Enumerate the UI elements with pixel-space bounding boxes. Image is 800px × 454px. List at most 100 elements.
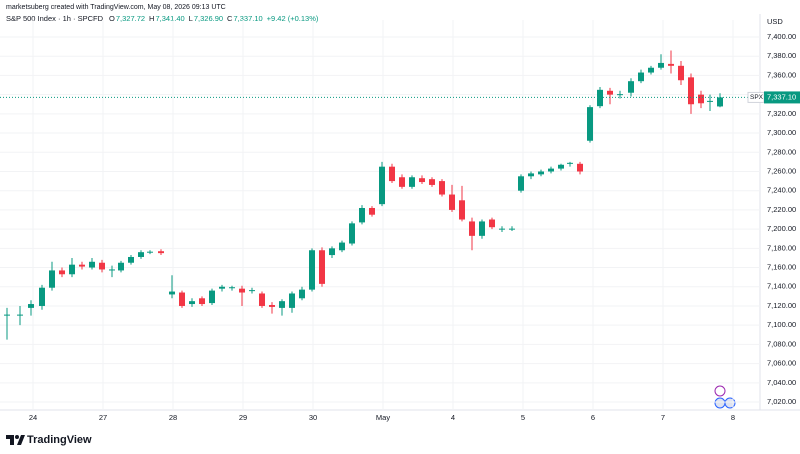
y-tick-label: 7,240.00 xyxy=(767,186,796,195)
candle-body xyxy=(4,314,10,316)
candle-body xyxy=(688,77,694,105)
candle-body xyxy=(707,100,713,102)
y-tick-label: 7,080.00 xyxy=(767,339,796,348)
price-box xyxy=(764,91,800,104)
chart-title: S&P 500 Index · 1h · SPCFD xyxy=(6,14,104,23)
symbol-label: SPX xyxy=(750,94,764,101)
candle-body xyxy=(499,228,505,230)
candle-body xyxy=(658,62,664,68)
candle-body xyxy=(138,252,144,257)
candle-body xyxy=(469,221,475,236)
candle-body xyxy=(309,250,315,290)
y-tick-label: 7,360.00 xyxy=(767,70,796,79)
candle-body xyxy=(489,219,495,228)
logo: TradingView xyxy=(6,434,92,446)
candle-body xyxy=(229,287,235,289)
candle-body xyxy=(678,65,684,81)
logo-mark xyxy=(15,435,19,439)
candle-body xyxy=(509,228,515,230)
legend-value: 7,326.90 xyxy=(194,14,223,23)
legend-value: 7,327.72 xyxy=(116,14,145,23)
candle-body xyxy=(429,179,435,185)
candle-body xyxy=(459,200,465,220)
candle-body xyxy=(518,176,524,191)
y-tick-label: 7,300.00 xyxy=(767,128,796,137)
candle-body xyxy=(698,94,704,104)
y-tick-label: 7,180.00 xyxy=(767,243,796,252)
legend-value: 7,341.40 xyxy=(155,14,184,23)
candle-body xyxy=(269,305,275,307)
candle-body xyxy=(59,270,65,275)
candle-body xyxy=(389,166,395,182)
candle-body xyxy=(249,290,255,292)
candle-body xyxy=(567,162,573,164)
branding: TradingView xyxy=(27,434,92,446)
logo-mark xyxy=(10,435,14,445)
candle-body xyxy=(439,181,445,195)
candle-body xyxy=(128,256,134,263)
legend-label: C xyxy=(227,14,233,23)
logo-mark xyxy=(17,435,25,445)
candle-body xyxy=(668,63,674,66)
x-tick-label: 30 xyxy=(309,413,317,422)
candle-body xyxy=(179,292,185,306)
candle-body xyxy=(109,269,115,271)
legend-change: +9.42 (+0.13%) xyxy=(267,14,319,23)
candle-body xyxy=(369,207,375,215)
y-tick-label: 7,400.00 xyxy=(767,32,796,41)
candle-body xyxy=(259,293,265,306)
candle-body xyxy=(39,287,45,306)
candle-body xyxy=(239,288,245,293)
y-tick-label: 7,200.00 xyxy=(767,224,796,233)
candle-body xyxy=(89,261,95,268)
candle-body xyxy=(449,194,455,210)
candle-body xyxy=(199,298,205,305)
y-tick-label: 7,220.00 xyxy=(767,205,796,214)
x-tick-label: 29 xyxy=(239,413,247,422)
candle-body xyxy=(79,264,85,267)
candle-body xyxy=(409,177,415,187)
candle-body xyxy=(617,94,623,96)
candle-body xyxy=(209,290,215,304)
candle-body xyxy=(289,293,295,308)
candle-body xyxy=(587,107,593,141)
candle-body xyxy=(628,81,634,93)
y-tick-label: 7,100.00 xyxy=(767,320,796,329)
candle-body xyxy=(329,248,335,256)
y-unit: USD xyxy=(767,17,783,26)
y-tick-label: 7,060.00 xyxy=(767,359,796,368)
candle-body xyxy=(299,289,305,299)
legend-value: 7,337.10 xyxy=(233,14,262,23)
x-tick-label: 8 xyxy=(731,413,735,422)
candle-body xyxy=(419,178,425,183)
candle-body xyxy=(597,89,603,107)
x-tick-label: 24 xyxy=(29,413,37,422)
x-tick-label: 6 xyxy=(591,413,595,422)
candle-body xyxy=(28,304,34,308)
last-price-label: 7,337.10 xyxy=(767,92,796,101)
candle-body xyxy=(49,270,55,288)
candle-body xyxy=(349,223,355,244)
y-tick-label: 7,380.00 xyxy=(767,51,796,60)
candle-body xyxy=(17,314,23,316)
y-tick-label: 7,020.00 xyxy=(767,397,796,406)
candle-body xyxy=(339,242,345,251)
candle-body xyxy=(189,301,195,305)
candle-body xyxy=(548,168,554,172)
y-tick-label: 7,160.00 xyxy=(767,263,796,272)
candle-body xyxy=(538,171,544,175)
y-tick-label: 7,140.00 xyxy=(767,282,796,291)
candle-body xyxy=(379,166,385,205)
candle-body xyxy=(99,262,105,270)
legend-label: O xyxy=(109,14,115,23)
candle-body xyxy=(648,67,654,73)
x-tick-label: 5 xyxy=(521,413,525,422)
x-tick-label: 27 xyxy=(99,413,107,422)
event-icon xyxy=(714,397,726,409)
candle-body xyxy=(717,97,723,107)
x-tick-label: 28 xyxy=(169,413,177,422)
candle-body xyxy=(169,291,175,295)
event-icon xyxy=(714,385,726,397)
